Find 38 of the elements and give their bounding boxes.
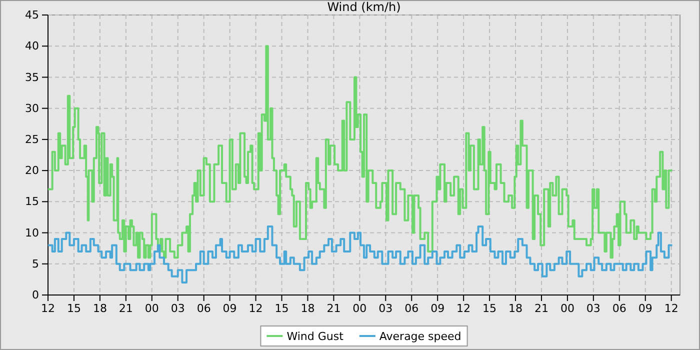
y-tick-label: 45 bbox=[25, 8, 39, 22]
x-tick-label: 15 bbox=[482, 302, 497, 315]
x-tick-label: 15 bbox=[66, 302, 81, 315]
chart-title: Wind (km/h) bbox=[327, 0, 401, 14]
x-tick-label: 09 bbox=[222, 302, 237, 315]
x-tick-label: 12 bbox=[456, 302, 471, 315]
x-tick-label: 00 bbox=[352, 302, 367, 315]
x-tick-label: 06 bbox=[196, 302, 211, 315]
y-tick-label: 20 bbox=[25, 164, 39, 178]
x-tick-label: 15 bbox=[274, 302, 289, 315]
legend-label: Average speed bbox=[379, 330, 462, 343]
y-tick-label: 5 bbox=[32, 257, 39, 270]
x-tick-label: 18 bbox=[508, 302, 523, 315]
x-tick-label: 06 bbox=[612, 302, 626, 315]
x-tick-label: 21 bbox=[534, 302, 548, 315]
x-tick-label: 18 bbox=[300, 302, 315, 315]
x-tick-label: 09 bbox=[638, 302, 652, 315]
y-tick-label: 0 bbox=[32, 288, 39, 302]
x-tick-label: 18 bbox=[92, 302, 107, 315]
x-tick-label: 00 bbox=[560, 302, 574, 315]
x-tick-label: 21 bbox=[326, 302, 341, 315]
x-tick-label: 12 bbox=[248, 302, 263, 315]
x-tick-label: 21 bbox=[118, 302, 133, 315]
x-tick-label: 03 bbox=[378, 302, 393, 315]
x-tick-label: 00 bbox=[144, 302, 159, 315]
x-tick-label: 09 bbox=[430, 302, 445, 315]
x-tick-label: 06 bbox=[404, 302, 419, 315]
y-tick-label: 15 bbox=[25, 195, 39, 208]
y-tick-label: 35 bbox=[25, 70, 39, 84]
y-tick-label: 25 bbox=[25, 132, 39, 146]
y-tick-label: 10 bbox=[25, 226, 39, 240]
x-tick-label: 03 bbox=[170, 302, 185, 315]
x-tick-label: 03 bbox=[586, 302, 600, 315]
y-tick-label: 40 bbox=[25, 40, 39, 53]
x-tick-label: 12 bbox=[41, 302, 55, 315]
legend-label: Wind Gust bbox=[286, 330, 344, 343]
x-tick-label: 12 bbox=[664, 302, 678, 315]
y-tick-label: 30 bbox=[25, 102, 39, 115]
